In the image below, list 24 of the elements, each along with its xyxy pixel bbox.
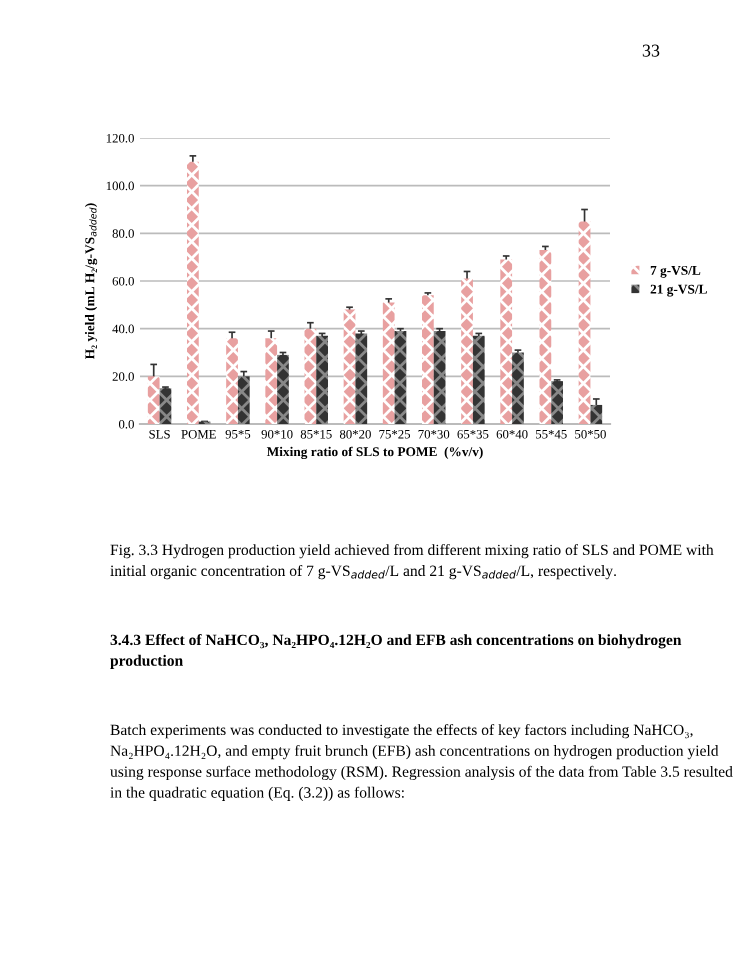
text: 33: [642, 44, 660, 57]
bar: [472, 335, 485, 424]
bar: [343, 309, 356, 424]
bar: [422, 295, 434, 424]
bar: [159, 388, 172, 424]
bar: [304, 328, 317, 424]
bar: [512, 352, 524, 424]
bar: [237, 376, 250, 424]
bar: [226, 338, 238, 424]
bar: [394, 331, 407, 424]
bar: [433, 331, 446, 424]
bar: [382, 302, 395, 424]
bar: [265, 338, 278, 424]
bar: [578, 221, 591, 424]
bar: [551, 381, 563, 424]
bar: [187, 161, 199, 424]
bar: [277, 354, 289, 424]
bar: [147, 376, 160, 424]
bar: [539, 250, 552, 424]
bar: [461, 278, 473, 424]
bar: [355, 333, 368, 424]
bar: [500, 259, 513, 424]
bar: [316, 335, 328, 424]
bar: [590, 404, 603, 424]
